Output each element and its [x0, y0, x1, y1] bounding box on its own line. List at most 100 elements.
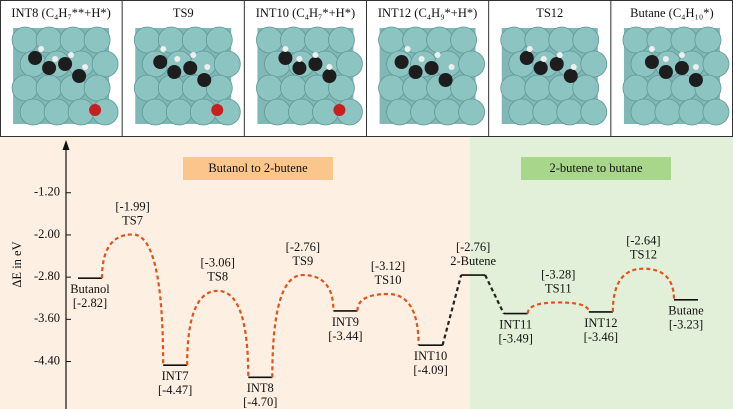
surface-atom: [205, 74, 233, 102]
column-header: INT8 (C₄H₇**+H*): [11, 6, 110, 20]
state-label: TS11: [545, 281, 572, 295]
carbon-atom: [278, 51, 293, 65]
hydrogen-atom: [82, 64, 89, 70]
state-label: TS7: [122, 213, 143, 227]
value-label: [-4.70]: [243, 395, 277, 409]
y-tick-label: -2.00: [34, 227, 60, 241]
carbon-atom: [519, 51, 534, 65]
structure-image: [256, 26, 363, 126]
surface-atom: [548, 26, 576, 54]
hydrogen-atom: [312, 52, 319, 58]
transition-curve: [526, 301, 590, 314]
value-label: [-3.06]: [201, 256, 235, 270]
surface-atom: [524, 74, 552, 102]
state-label: INT8: [247, 381, 274, 395]
surface-atom: [288, 98, 315, 126]
surface-atom: [580, 50, 608, 78]
carbon-atom: [197, 73, 212, 87]
hydrogen-atom: [678, 52, 685, 58]
surface-atom: [165, 98, 193, 126]
column-header: INT10 (C₄H₇*+H*): [256, 6, 355, 20]
structure-image: [622, 26, 730, 126]
surface-atom: [630, 98, 658, 126]
hydrogen-atom: [204, 64, 211, 70]
carbon-atom: [644, 55, 659, 69]
hydrogen-atom: [404, 46, 411, 52]
surface-atom: [580, 98, 608, 126]
oxygen-atom: [333, 104, 346, 116]
value-label: [-2.76]: [456, 240, 490, 254]
transition-curve: [611, 267, 676, 312]
state-label: INT9: [332, 315, 359, 329]
hydrogen-atom: [52, 56, 59, 62]
structure-image: [133, 26, 241, 126]
value-label: [-4.47]: [158, 383, 192, 397]
surface-atom: [532, 98, 560, 126]
carbon-atom: [308, 57, 323, 71]
oxygen-atom: [89, 104, 102, 116]
surface-atom: [670, 26, 698, 54]
carbon-atom: [688, 73, 703, 87]
surface-atom: [157, 74, 185, 102]
column-header: TS9: [173, 6, 194, 20]
surface-atom: [410, 98, 437, 126]
surface-atom: [622, 74, 650, 102]
surface-atom: [458, 98, 485, 126]
connector: [441, 274, 463, 346]
state-label: Butanol: [70, 282, 110, 296]
surface-atom: [11, 74, 39, 102]
surface-atom: [654, 98, 682, 126]
hydrogen-atom: [692, 64, 699, 70]
surface-atom: [500, 74, 528, 102]
hydrogen-atom: [540, 56, 547, 62]
hydrogen-atom: [38, 46, 45, 52]
surface-atom: [646, 74, 674, 102]
surface-atom: [43, 98, 71, 126]
hydrogen-atom: [434, 52, 441, 58]
oxygen-atom: [211, 104, 224, 116]
value-label: [-4.09]: [413, 363, 447, 377]
carbon-atom: [394, 55, 409, 69]
surface-atom: [694, 26, 722, 54]
value-label: [-3.44]: [328, 329, 362, 343]
surface-atom: [19, 98, 47, 126]
hydrogen-atom: [68, 52, 75, 58]
surface-atom: [572, 74, 600, 102]
structure-image: [11, 26, 119, 126]
value-label: [-3.46]: [584, 330, 618, 344]
carbon-atom: [322, 69, 337, 83]
surface-atom: [133, 26, 161, 54]
region-label-box: [521, 157, 671, 180]
surface-atom: [426, 26, 453, 54]
connector: [484, 274, 505, 315]
carbon-atom: [28, 51, 43, 65]
state-label: TS8: [207, 270, 228, 284]
hydrogen-atom: [282, 46, 289, 52]
value-label: [-2.64]: [626, 234, 660, 248]
hydrogen-atom: [556, 52, 563, 58]
carbon-atom: [533, 61, 548, 75]
carbon-atom: [292, 61, 307, 75]
region-background: [0, 137, 470, 409]
value-label: [-2.76]: [286, 240, 320, 254]
column-header: TS12: [536, 6, 563, 20]
surface-atom: [702, 50, 730, 78]
transition-curve: [100, 233, 165, 366]
surface-atom: [508, 98, 536, 126]
region-label-box: [183, 157, 333, 180]
carbon-atom: [424, 61, 439, 75]
value-label: [-3.28]: [541, 267, 575, 281]
state-label: 2-Butene: [450, 254, 496, 268]
surface-atom: [35, 74, 63, 102]
value-label: [-3.49]: [499, 331, 533, 345]
surface-atom: [133, 74, 161, 102]
value-label: [-3.23]: [669, 318, 703, 332]
state-label: INT12: [584, 316, 617, 330]
surface-atom: [622, 26, 650, 54]
hydrogen-atom: [570, 64, 577, 70]
carbon-atom: [42, 61, 57, 75]
surface-atom: [141, 98, 169, 126]
state-label: Butane: [668, 304, 704, 318]
surface-atom: [336, 50, 363, 78]
hydrogen-atom: [326, 64, 333, 70]
